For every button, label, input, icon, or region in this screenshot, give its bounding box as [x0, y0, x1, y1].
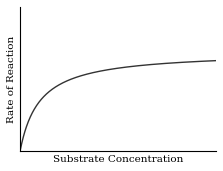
X-axis label: Substrate Concentration: Substrate Concentration [53, 155, 183, 164]
Y-axis label: Rate of Reaction: Rate of Reaction [7, 35, 16, 123]
